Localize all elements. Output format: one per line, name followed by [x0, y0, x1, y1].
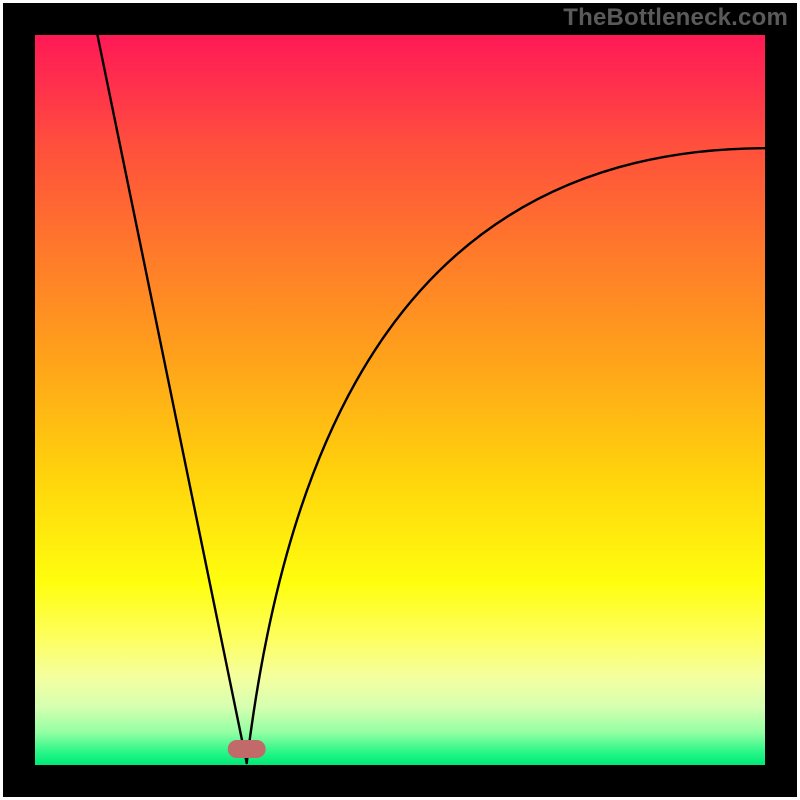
- vertex-marker: [228, 740, 266, 758]
- plot-background: [35, 35, 765, 765]
- bottleneck-chart: [0, 0, 800, 800]
- watermark-text: TheBottleneck.com: [563, 4, 788, 32]
